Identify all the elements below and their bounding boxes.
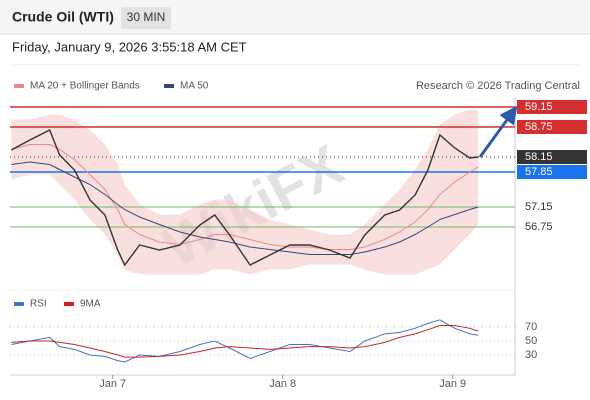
series-line: [11, 144, 479, 250]
timeframe-button[interactable]: [121, 7, 171, 29]
level-label: 58.15: [525, 151, 553, 163]
price-line: [11, 129, 479, 267]
header-bar: [0, 0, 590, 34]
legend-swatch: [164, 84, 174, 88]
legend-label: MA 50: [180, 81, 209, 92]
level-label: 56.75: [525, 221, 553, 233]
level-label: 59.15: [525, 101, 553, 113]
level-label: 57.85: [525, 166, 553, 178]
timestamp: Friday, January 9, 2026 3:55:18 AM CET: [12, 39, 247, 54]
legend-label: RSI: [30, 299, 47, 310]
bollinger-band: [11, 109, 479, 275]
level-label: 58.75: [525, 121, 553, 133]
y-tick-label: 30: [525, 349, 537, 361]
x-tick-label: Jan 7: [99, 378, 126, 390]
level-label: 57.15: [525, 201, 553, 213]
legend-label: 9MA: [80, 299, 101, 310]
y-tick-label: 50: [525, 335, 537, 347]
y-tick-label: 70: [525, 321, 537, 333]
level-label-box: [517, 150, 587, 164]
timeframe[interactable]: 30 MIN: [127, 10, 166, 24]
x-tick-label: Jan 8: [269, 378, 296, 390]
legend-swatch: [14, 302, 24, 306]
legend-swatch: [14, 84, 24, 88]
x-tick-label: Jan 9: [439, 378, 466, 390]
forecast-arrow: [478, 105, 518, 158]
level-label-box: [517, 165, 587, 179]
legend-label: MA 20 + Bollinger Bands: [30, 81, 140, 92]
level-label-box: [517, 100, 587, 114]
attribution: Research © 2026 Trading Central: [416, 80, 580, 92]
series-line: [11, 325, 479, 358]
series-line: [11, 161, 479, 255]
series-line: [11, 319, 479, 363]
instrument-title: Crude Oil (WTI): [12, 9, 114, 25]
level-label-box: [517, 120, 587, 134]
legend-swatch: [64, 302, 74, 306]
